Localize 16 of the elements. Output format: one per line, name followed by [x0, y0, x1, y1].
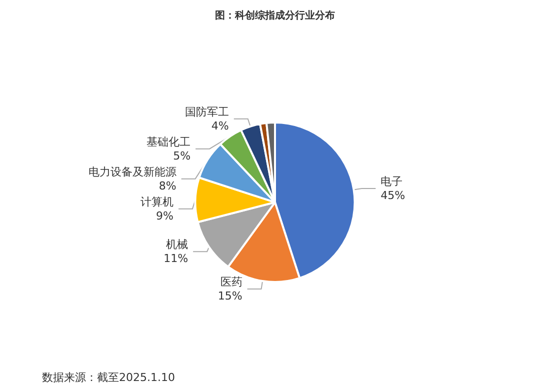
data-label: 45%: [380, 189, 406, 202]
slice-label: 基础化工: [146, 135, 191, 148]
chart-title: 图：科创综指成分行业分布: [215, 10, 335, 22]
slice-label: 电力设备及新能源: [88, 165, 176, 178]
slice-label: 电子: [380, 175, 403, 188]
data-label: 11%: [164, 252, 188, 266]
slice-label: 医药: [220, 275, 242, 288]
slice-label: 计算机: [140, 195, 174, 208]
data-label: 15%: [218, 289, 242, 302]
data-label: 4%: [211, 119, 229, 132]
data-label: 5%: [173, 149, 191, 162]
slice-label: 机械: [166, 238, 188, 252]
source-note: 数据来源：截至2025.1.10: [42, 371, 175, 384]
data-label: 9%: [156, 209, 174, 222]
slice-label: 国防军工: [184, 105, 229, 118]
data-label: 8%: [158, 179, 176, 192]
